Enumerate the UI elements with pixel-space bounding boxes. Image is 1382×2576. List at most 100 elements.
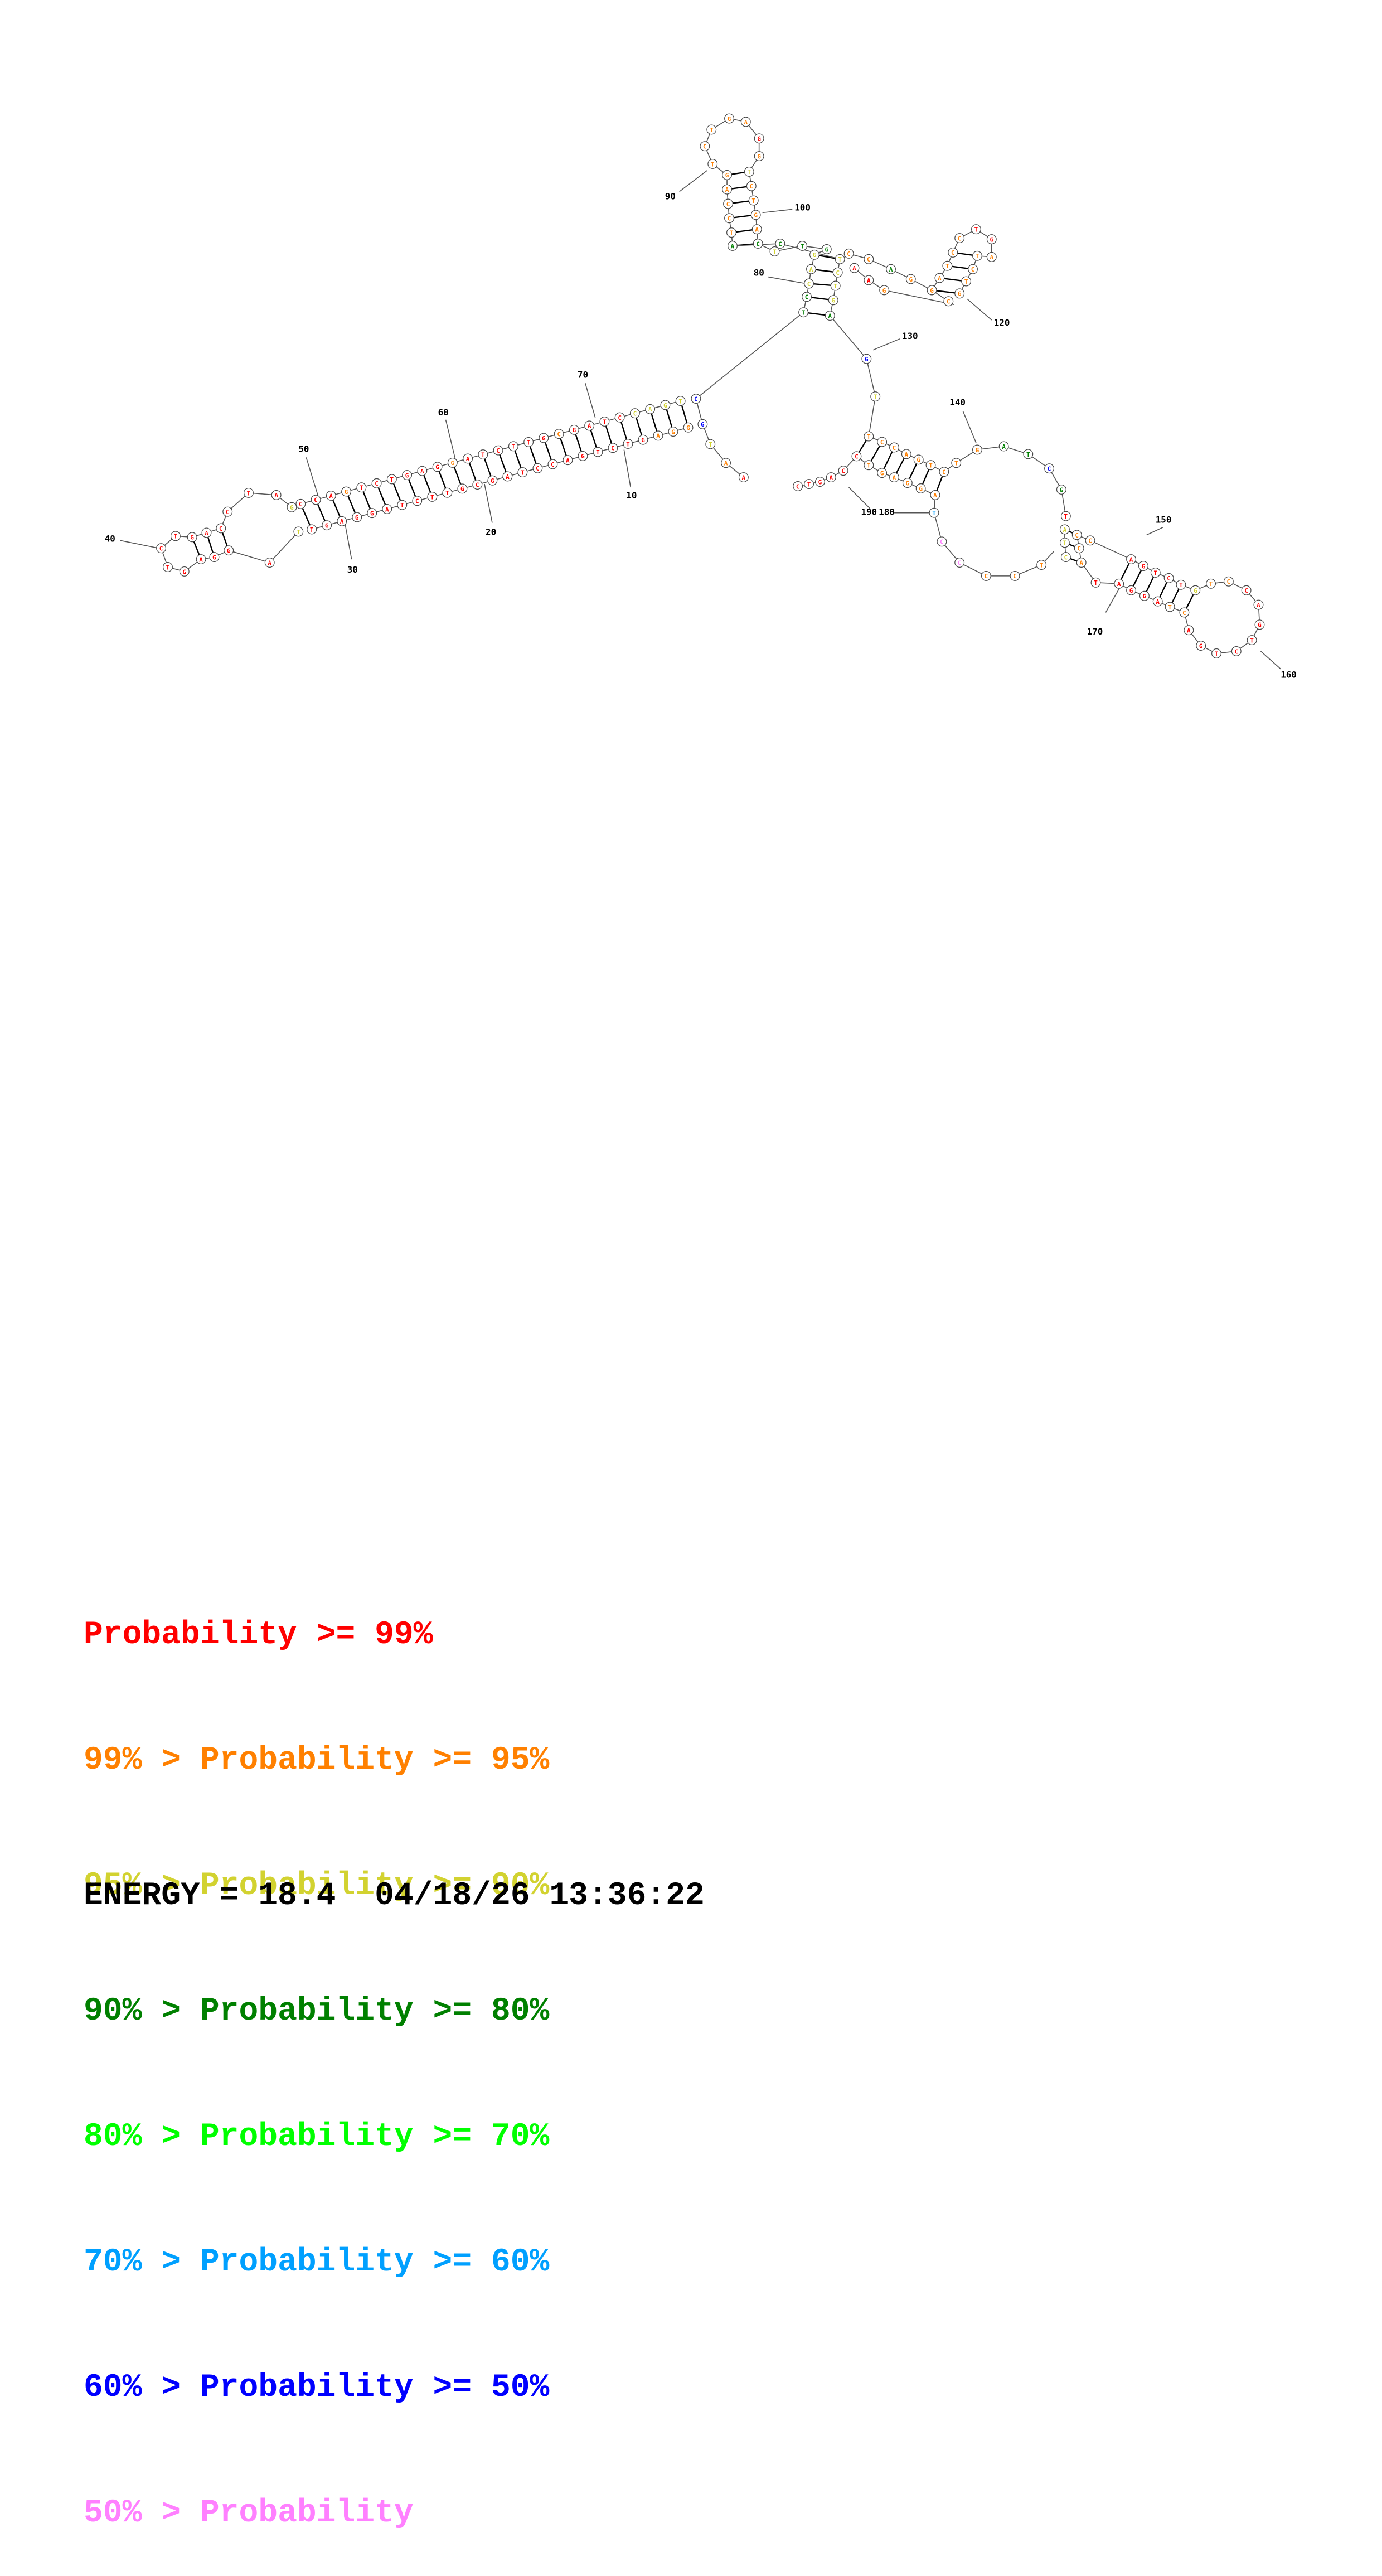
nucleotide: A (986, 251, 997, 262)
svg-text:C: C (958, 235, 962, 242)
nucleotide: A (645, 404, 656, 414)
svg-text:C: C (855, 453, 859, 461)
svg-text:C: C (703, 143, 707, 151)
position-tick (1260, 651, 1281, 670)
nucleotide: C (554, 429, 564, 439)
svg-text:T: T (1063, 540, 1067, 547)
svg-text:T: T (747, 168, 751, 176)
svg-text:G: G (641, 437, 645, 444)
nucleotide: G (913, 454, 924, 465)
legend-row-80: 90% > Probability >= 80% (84, 1991, 549, 2032)
svg-text:A: A (656, 433, 660, 440)
position-tick (962, 410, 977, 443)
nucleotide: T (744, 166, 754, 177)
nucleotides: CCAGTCTGAGGATCTTGCGATCCAGTTGAGGATCTTGCGA… (156, 113, 1265, 658)
svg-text:T: T (166, 564, 170, 571)
backbone-lines (161, 118, 1260, 654)
nucleotide: C (1074, 543, 1084, 554)
svg-text:C: C (841, 468, 845, 475)
position-tick (445, 419, 457, 461)
svg-text:A: A (420, 468, 424, 475)
nucleotide: C (753, 239, 763, 249)
nucleotide: C (889, 442, 899, 453)
svg-text:C: C (749, 183, 753, 190)
nucleotide: G (187, 532, 197, 543)
nucleotide: T (593, 447, 603, 457)
nucleotide: T (508, 441, 518, 452)
nucleotide: T (804, 479, 814, 489)
nucleotide: T (1023, 449, 1034, 459)
nucleotide: G (972, 444, 982, 455)
svg-text:T: T (801, 243, 804, 250)
legend-row-90: 95% > Probability >= 90% (84, 1865, 549, 1907)
position-tick (967, 298, 992, 321)
svg-text:A: A (1156, 598, 1160, 606)
svg-text:T: T (867, 462, 871, 469)
svg-text:T: T (807, 481, 811, 488)
nucleotide: C (981, 570, 991, 581)
svg-text:A: A (731, 243, 735, 250)
nucleotide: C (371, 478, 382, 488)
nucleotide: A (738, 472, 749, 483)
nucleotide: C (295, 498, 306, 509)
svg-text:G: G (919, 485, 923, 492)
nucleotide: G (352, 512, 362, 522)
svg-text:G: G (813, 251, 817, 259)
nucleotide: T (517, 467, 528, 478)
position-ticks (120, 170, 1281, 670)
nucleotide: C (1223, 576, 1234, 587)
svg-text:G: G (1142, 563, 1146, 570)
backbone-segment (884, 289, 954, 306)
nucleotide: G (754, 151, 764, 162)
svg-text:G: G (325, 522, 329, 530)
svg-text:T: T (1026, 451, 1030, 458)
svg-text:T: T (310, 526, 314, 534)
svg-text:A: A (274, 492, 278, 499)
nucleotide: T (623, 439, 633, 449)
nucleotide: T (942, 260, 953, 271)
nucleotide: C (937, 536, 947, 547)
svg-text:T: T (932, 510, 936, 517)
svg-text:C: C (942, 469, 946, 476)
nucleotide: G (638, 434, 648, 445)
nucleotide: C (838, 466, 848, 476)
legend-right: Probability >= 95% (200, 1742, 550, 1779)
nucleotide: A (563, 455, 573, 466)
svg-text:T: T (603, 418, 607, 425)
nucleotide: T (870, 391, 881, 402)
position-tick (848, 487, 870, 509)
nucleotide: C (948, 247, 958, 258)
nucleotide: T (798, 307, 809, 318)
svg-text:G: G (491, 477, 494, 485)
nucleotide: A (584, 420, 595, 431)
svg-text:T: T (773, 248, 777, 255)
nucleotide: A (806, 264, 816, 274)
nucleotide: C (156, 543, 166, 554)
svg-text:T: T (1215, 650, 1219, 657)
nucleotide: G (209, 552, 220, 563)
nucleotide: T (705, 439, 716, 449)
legend-left: 70% > (84, 2244, 200, 2280)
svg-text:T: T (1209, 580, 1213, 588)
position-label: 30 (347, 564, 358, 575)
nucleotide: G (1138, 561, 1148, 571)
position-labels: 10 20 30 40 50 60 70 80 90 100 120 130 140 150 160 170 1… (105, 191, 1297, 680)
svg-text:A: A (268, 559, 271, 566)
nucleotide: C (1010, 570, 1020, 581)
svg-text:C: C (807, 280, 811, 288)
nucleotide: T (397, 500, 408, 510)
position-tick (623, 449, 632, 488)
nucleotide: A (998, 441, 1009, 452)
nucleotide: T (1150, 567, 1161, 578)
svg-text:C: C (694, 395, 698, 403)
position-label: 190 (861, 507, 877, 517)
svg-text:G: G (757, 153, 761, 160)
nucleotide: T (599, 417, 610, 427)
legend-row-50: 60% > Probability >= 50% (84, 2367, 549, 2409)
svg-text:A: A (725, 186, 729, 193)
svg-text:G: G (754, 212, 758, 219)
svg-text:G: G (663, 402, 667, 409)
svg-text:A: A (329, 492, 333, 500)
legend-left: 80% > (84, 2119, 200, 2155)
nucleotide: G (447, 457, 458, 468)
